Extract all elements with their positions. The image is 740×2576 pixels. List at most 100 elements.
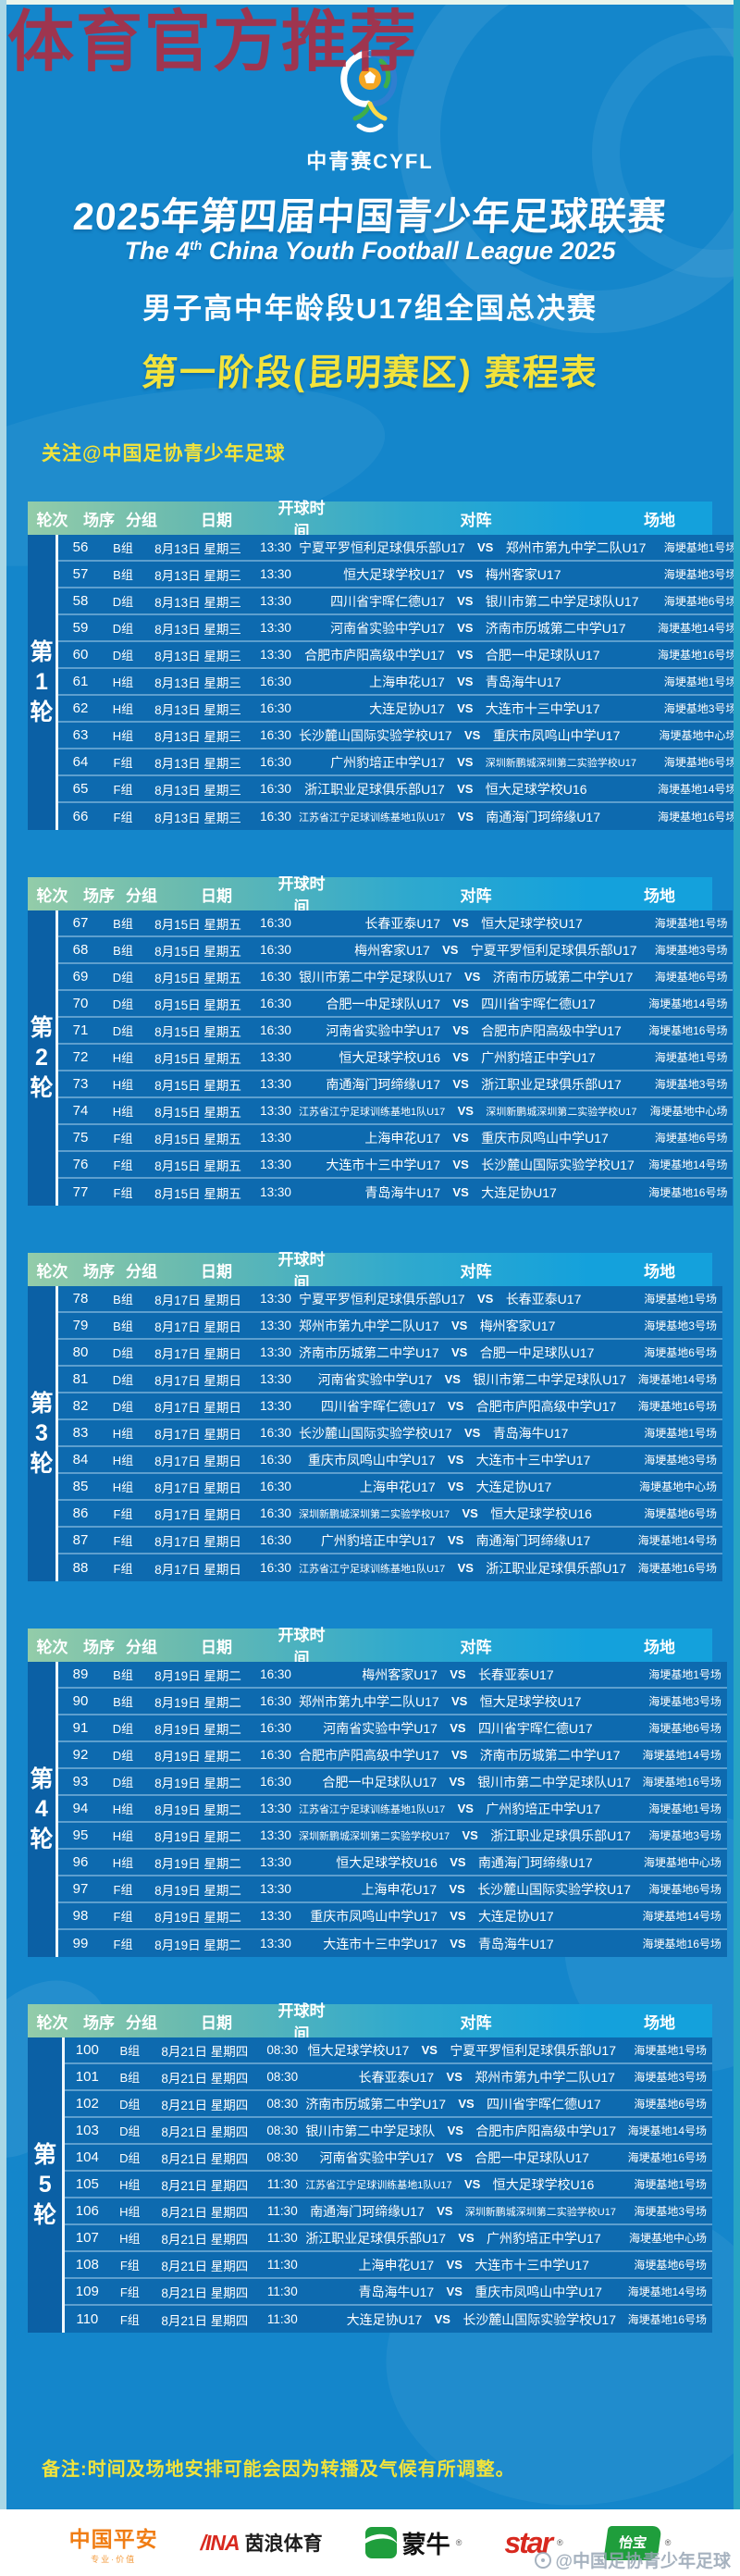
match-venue: 海埂基地3号场 (648, 1695, 722, 1708)
home-team: 郑州市第九中学二队U17 (299, 1318, 439, 1333)
match-group: H组 (112, 1105, 134, 1119)
match-group: H组 (112, 1051, 134, 1065)
away-team: 宁夏平罗恒利足球俱乐部U17 (450, 2042, 616, 2058)
match-number: 64 (72, 754, 89, 770)
home-team: 江苏省江宁足球训练基地1队U17 (299, 1563, 446, 1575)
round-label-column: 第4轮 (28, 1662, 58, 1957)
match-date: 8月19日 星期二 (154, 1938, 241, 1952)
vs-label: VS (447, 1480, 464, 1493)
away-team: 深圳新鹏城深圳第二实验学校U17 (464, 2206, 616, 2218)
match-time: 11:30 (266, 2204, 298, 2218)
match-number: 104 (75, 2149, 99, 2165)
table-row: 67 B组 8月15日 星期五 16:30 长春亚泰U17 VS 恒大足球学校U… (58, 910, 734, 937)
match-number: 60 (72, 647, 89, 663)
match-number: 75 (72, 1130, 89, 1146)
away-team: 四川省宇晖仁德U17 (477, 1720, 593, 1736)
match-date: 8月15日 星期五 (154, 1078, 241, 1093)
match-time: 08:30 (266, 2097, 299, 2111)
match-date: 8月21日 星期四 (161, 2071, 249, 2086)
table-row: 69 D组 8月15日 星期五 16:30 银川市第二中学足球队U17 VS 济… (58, 964, 734, 991)
away-team: 合肥一中足球队U17 (485, 647, 600, 663)
home-team: 南通海门珂缔缘U17 (326, 1076, 441, 1092)
match-time: 13:30 (260, 1345, 291, 1359)
vs-label: VS (462, 1506, 478, 1520)
vs-label: VS (446, 2258, 462, 2272)
match-venue: 海埂基地1号场 (654, 917, 728, 930)
table-row: 88 F组 8月17日 星期日 16:30 江苏省江宁足球训练基地1队U17 V… (58, 1554, 722, 1581)
away-team: 梅州客家U17 (485, 566, 561, 582)
match-group: F组 (113, 1534, 133, 1548)
match-venue: 海埂基地14号场 (637, 1373, 717, 1386)
vs-label: VS (452, 1158, 469, 1171)
match-date: 8月21日 星期四 (161, 2178, 249, 2193)
match-time: 16:30 (260, 782, 291, 796)
table-row: 87 F组 8月17日 星期日 16:30 广州豹培正中学U17 VS 南通海门… (58, 1528, 722, 1554)
round-table: 轮次 场序 分组 日期 开球时间 对阵 场地 第5轮 100 B组 8月21日 … (28, 2002, 712, 2333)
home-team: 宁夏平罗恒利足球俱乐部U17 (299, 1291, 465, 1307)
match-date: 8月21日 星期四 (161, 2313, 249, 2328)
match-date: 8月17日 星期日 (154, 1346, 241, 1361)
match-venue: 海埂基地14号场 (642, 1749, 722, 1762)
table-row: 60 D组 8月13日 星期三 13:30 合肥市庐阳高级中学U17 VS 合肥… (58, 642, 740, 669)
match-venue: 海埂基地3号场 (634, 2205, 707, 2218)
match-group: H组 (112, 702, 134, 716)
vs-label: VS (437, 2204, 453, 2218)
match-time: 16:30 (260, 916, 291, 930)
match-date: 8月21日 星期四 (161, 2151, 249, 2166)
match-time: 16:30 (260, 1453, 291, 1467)
vs-label: VS (434, 2312, 450, 2326)
away-team: 银川市第二中学足球队U17 (477, 1774, 631, 1790)
match-time: 16:30 (260, 1748, 291, 1762)
match-time: 16:30 (260, 1667, 291, 1681)
match-date: 8月13日 星期三 (154, 783, 241, 798)
table-row: 66 F组 8月13日 星期三 16:30 江苏省江宁足球训练基地1队U17 V… (58, 803, 740, 830)
match-time: 13:30 (260, 1909, 291, 1923)
match-group: H组 (112, 1829, 134, 1843)
sponsor-bar: 中国平安 专业·价值 /INA 茵浪体育 蒙牛 ® star ® 怡宝 ® (0, 2509, 740, 2576)
table-row: 62 H组 8月13日 星期三 16:30 大连足协U17 VS 大连市十三中学… (58, 696, 740, 723)
match-number: 61 (72, 674, 89, 689)
left-edge-strip (0, 0, 6, 2509)
match-number: 100 (75, 2042, 99, 2058)
home-team: 河南省实验中学U17 (323, 1720, 438, 1736)
home-team: 上海申花U17 (359, 1479, 436, 1494)
match-time: 08:30 (266, 2124, 299, 2137)
away-team: 恒大足球学校U17 (481, 915, 583, 931)
match-venue: 海埂基地3号场 (663, 568, 737, 581)
match-time: 13:30 (260, 621, 291, 635)
vs-label: VS (452, 916, 469, 930)
match-number: 95 (72, 1827, 89, 1843)
vs-label: VS (451, 1319, 468, 1332)
match-venue: 海埂基地14号场 (648, 997, 728, 1010)
match-date: 8月21日 星期四 (161, 2044, 249, 2059)
table-header-row: 轮次 场序 分组 日期 开球时间 对阵 场地 (28, 1627, 712, 1667)
table-row: 81 D组 8月17日 星期日 13:30 河南省实验中学U17 VS 银川市第… (58, 1367, 722, 1393)
match-time: 16:30 (260, 1775, 291, 1789)
camera-icon (535, 2551, 552, 2569)
home-team: 深圳新鹏城深圳第二实验学校U17 (299, 1830, 450, 1842)
match-date: 8月21日 星期四 (161, 2124, 249, 2139)
match-number: 69 (72, 969, 89, 985)
match-rows: 78 B组 8月17日 星期日 13:30 宁夏平罗恒利足球俱乐部U17 VS … (58, 1286, 722, 1581)
match-venue: 海埂基地16号场 (648, 1024, 728, 1037)
match-date: 8月17日 星期日 (154, 1507, 241, 1522)
match-time: 16:30 (260, 1023, 291, 1037)
registered-mark: ® (664, 2538, 672, 2547)
match-number: 106 (75, 2203, 99, 2219)
away-team: 郑州市第九中学二队U17 (505, 539, 647, 555)
match-date: 8月19日 星期二 (154, 1722, 241, 1737)
match-time: 13:30 (260, 1882, 291, 1896)
match-group: H组 (112, 1427, 134, 1441)
home-team: 上海申花U17 (364, 1130, 441, 1146)
match-number: 72 (72, 1049, 89, 1065)
home-team: 大连市十三中学U17 (326, 1157, 441, 1172)
match-venue: 海埂基地中心场 (649, 1105, 728, 1118)
match-number: 91 (72, 1720, 89, 1736)
match-group: H组 (119, 2232, 141, 2246)
match-group: F组 (113, 1910, 133, 1924)
table-row: 93 D组 8月19日 星期二 16:30 合肥一中足球队U17 VS 银川市第… (58, 1769, 727, 1796)
round-table: 轮次 场序 分组 日期 开球时间 对阵 场地 第2轮 67 B组 8月15日 星… (28, 875, 734, 1206)
home-team: 济南市历城第二中学U17 (305, 2096, 446, 2112)
match-time: 13:30 (260, 1372, 291, 1386)
sponsor-pingan-tagline: 专业·价值 (91, 2554, 137, 2564)
